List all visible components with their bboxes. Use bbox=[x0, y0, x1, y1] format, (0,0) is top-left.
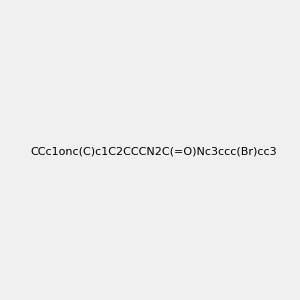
Text: CCc1onc(C)c1C2CCCN2C(=O)Nc3ccc(Br)cc3: CCc1onc(C)c1C2CCCN2C(=O)Nc3ccc(Br)cc3 bbox=[30, 146, 277, 157]
